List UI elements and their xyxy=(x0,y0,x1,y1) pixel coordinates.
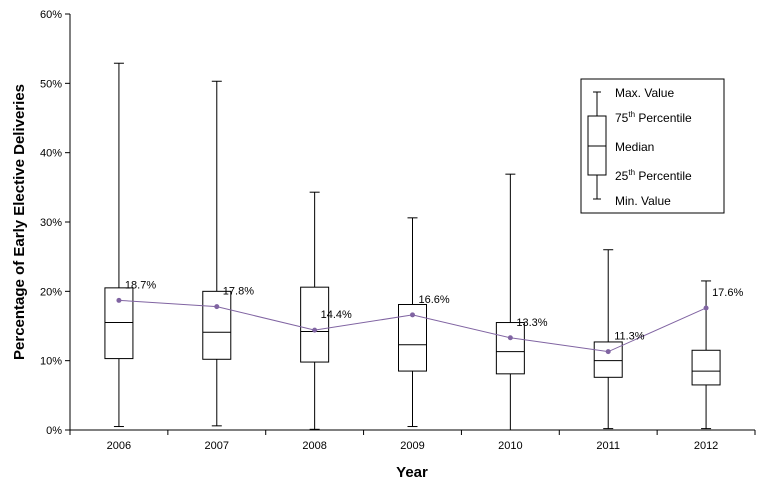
mean-point xyxy=(703,305,709,311)
legend-max-label: Max. Value xyxy=(615,86,674,100)
x-tick-label: 2009 xyxy=(400,440,424,452)
legend-median-label: Median xyxy=(615,140,654,154)
boxes xyxy=(104,62,721,431)
legend-p75-label: 75th Percentile xyxy=(615,110,692,125)
mean-series: 18.7% 17.8% 14.4% 16.6% 13.3% 11.3% 17.6% xyxy=(116,279,743,355)
y-tick-label: 20% xyxy=(40,286,62,298)
x-tick-label: 2012 xyxy=(694,440,718,452)
mean-data-label: 11.3% xyxy=(614,331,645,343)
x-ticks: 2006 2007 2008 2009 2010 2011 2012 xyxy=(69,430,756,452)
x-axis-title: Year xyxy=(396,464,428,481)
legend-p25-label: 25th Percentile xyxy=(615,168,692,183)
mean-data-label: 18.7% xyxy=(125,279,156,291)
box-iqr xyxy=(691,349,721,386)
box-2007 xyxy=(202,80,232,427)
mean-point xyxy=(507,335,513,341)
box-2012 xyxy=(691,280,721,430)
box-iqr xyxy=(300,286,330,363)
box-iqr xyxy=(202,290,232,360)
y-axis-title: Percentage of Early Elective Deliveries xyxy=(11,84,28,360)
box-2009 xyxy=(398,217,427,428)
mean-point xyxy=(605,349,611,355)
y-tick-label: 50% xyxy=(40,78,62,90)
y-tick-label: 0% xyxy=(46,425,62,437)
x-tick-label: 2006 xyxy=(107,440,131,452)
x-tick-label: 2007 xyxy=(205,440,229,452)
box-iqr xyxy=(495,322,525,375)
x-tick-label: 2010 xyxy=(498,440,522,452)
mean-data-label: 17.8% xyxy=(223,286,254,298)
y-tick-label: 30% xyxy=(40,217,62,229)
mean-data-label: 13.3% xyxy=(516,317,547,329)
mean-point xyxy=(410,312,415,318)
y-tick-label: 60% xyxy=(40,9,62,21)
box-2006 xyxy=(104,62,134,428)
mean-point xyxy=(116,297,122,303)
legend-min-label: Min. Value xyxy=(615,194,671,208)
mean-point xyxy=(312,327,318,333)
x-tick-label: 2008 xyxy=(302,440,326,452)
mean-data-label: 17.6% xyxy=(712,287,743,299)
legend: Max. Value 75th Percentile Median 25th P… xyxy=(580,78,725,214)
box-2010 xyxy=(495,173,525,431)
mean-data-label: 16.6% xyxy=(419,294,450,306)
mean-point xyxy=(214,304,220,310)
box-iqr xyxy=(104,287,134,360)
mean-data-label: 14.4% xyxy=(321,309,352,321)
y-tick-label: 10% xyxy=(40,356,62,368)
y-tick-label: 40% xyxy=(40,148,62,160)
box-iqr xyxy=(398,304,427,372)
x-tick-label: 2011 xyxy=(596,440,620,452)
y-ticks: 0% 10% 20% 30% 40% 50% 60% xyxy=(40,9,70,437)
box-2008 xyxy=(300,191,330,430)
